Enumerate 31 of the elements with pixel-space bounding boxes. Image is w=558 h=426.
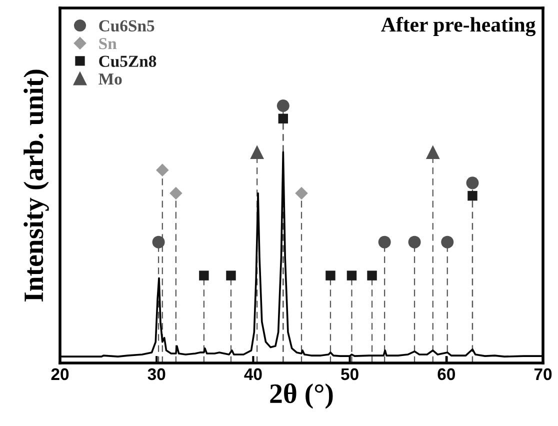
legend-label: Cu5Zn8 bbox=[99, 56, 156, 67]
point bbox=[367, 270, 377, 280]
chart-title: After pre-heating bbox=[381, 16, 536, 36]
legend-label: Sn bbox=[99, 38, 117, 50]
x-tick-label: 20 bbox=[51, 368, 69, 380]
legend-label: Mo bbox=[98, 74, 122, 85]
point bbox=[199, 270, 209, 280]
x-tick-label: 50 bbox=[341, 368, 358, 380]
point bbox=[156, 164, 169, 176]
x-axis-title: 2θ (°) bbox=[270, 383, 333, 409]
point bbox=[226, 270, 236, 280]
point bbox=[295, 186, 308, 200]
point bbox=[408, 236, 421, 248]
point bbox=[250, 145, 264, 160]
point bbox=[426, 145, 440, 160]
x-tick-label: 30 bbox=[148, 368, 166, 380]
point bbox=[378, 236, 391, 248]
legend-label: Cu6Sn5 bbox=[99, 20, 154, 32]
point bbox=[276, 100, 290, 112]
point bbox=[346, 270, 357, 280]
point bbox=[152, 236, 165, 248]
point bbox=[278, 114, 288, 124]
point bbox=[170, 186, 182, 200]
x-tick-label: 40 bbox=[244, 368, 262, 380]
point bbox=[468, 190, 478, 201]
point bbox=[441, 236, 454, 248]
y-axis-title: Intensity (arb. unit) bbox=[24, 70, 49, 302]
x-tick-label: 60 bbox=[438, 368, 455, 380]
x-tick-label: 70 bbox=[534, 368, 552, 380]
point bbox=[326, 270, 336, 280]
point bbox=[466, 176, 479, 190]
